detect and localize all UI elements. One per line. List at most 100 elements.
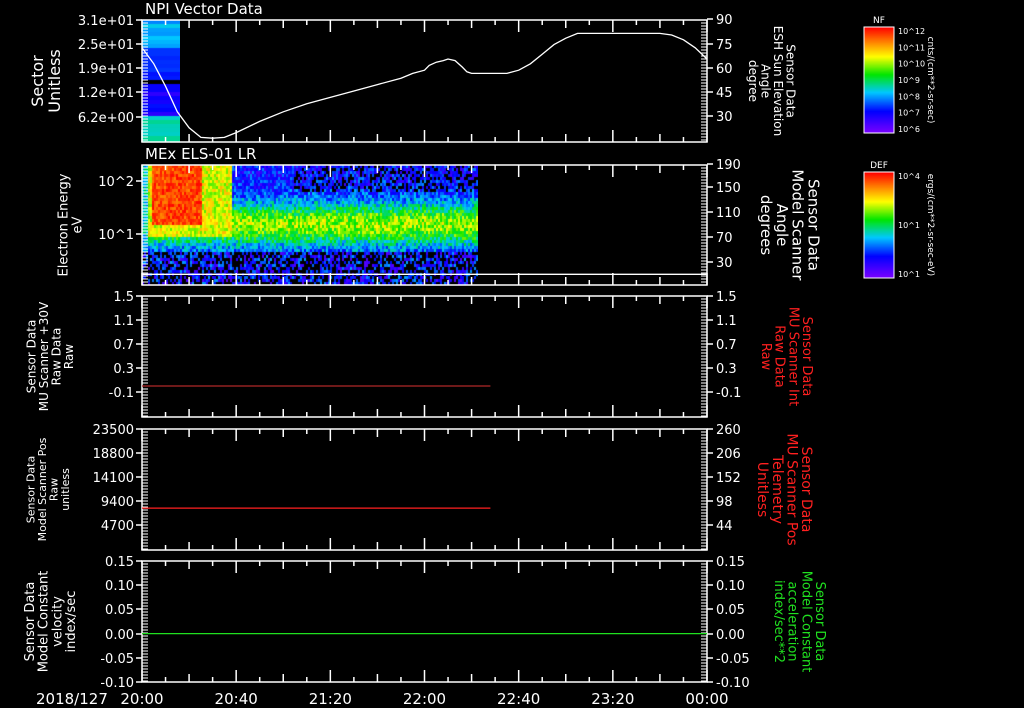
left-tick-label: 23500 <box>93 423 134 438</box>
left-axis-label-line: Model Scanner Pos <box>36 437 49 541</box>
left-axis-label-line: Raw Data <box>50 328 64 386</box>
left-axis-label-line: Sensor Data <box>23 582 38 662</box>
panel-frame <box>141 428 708 551</box>
left-axis-label-line: Unitless <box>45 49 64 113</box>
left-tick-label: 1.9e+01 <box>78 62 134 77</box>
left-axis-label-line: MU Scanner +30V <box>37 301 51 411</box>
x-tick-label: 20:00 <box>120 690 163 708</box>
colorbar-tick-label: 10^4 <box>898 172 920 181</box>
left-tick-label: 3.1e+01 <box>78 14 134 29</box>
colorbar-tick-label: 10^1 <box>898 221 920 230</box>
colorbar-tick-label: 10^12 <box>898 27 925 36</box>
right-axis-label-line: Sensor Data <box>784 44 798 118</box>
right-tick-label: 1.1 <box>716 314 737 329</box>
left-tick-label: 10^1 <box>98 228 134 243</box>
right-tick-label: 0.00 <box>716 628 745 643</box>
x-tick-label: 21:20 <box>309 690 352 708</box>
right-axis-label-line: MU Scanner Pos <box>783 433 799 545</box>
left-axis-label-line: Raw <box>48 478 61 501</box>
right-tick-label: 0.05 <box>716 603 745 618</box>
left-tick-label: 10^2 <box>98 175 134 190</box>
left-tick-label: -0.05 <box>100 652 134 667</box>
left-axis-label: Electron EnergyeV <box>57 173 86 276</box>
left-axis-label-line: Sensor Data <box>25 456 38 523</box>
left-tick-label: 0.15 <box>105 555 134 570</box>
colorbar-tick-label: 10^7 <box>898 109 920 118</box>
x-tick-label: 20:40 <box>215 690 258 708</box>
colorbar-frame <box>863 171 895 279</box>
left-tick-label: 9400 <box>101 495 134 510</box>
panel-3: 1.5 1.1 0.7 0.3 -0.1 1.5 1.1 0.7 0.3 -0.1 Sensor D… <box>24 290 814 418</box>
left-tick-label: 18800 <box>93 447 134 462</box>
colorbar-label: DEF <box>870 161 888 171</box>
left-tick-label: 6.2e+00 <box>78 111 134 126</box>
left-axis-label-line: Model Constant <box>37 571 52 673</box>
right-tick-label: -0.05 <box>716 652 750 667</box>
right-axis-label-line: Sensor Data <box>798 447 814 533</box>
left-tick-label: 4700 <box>101 519 134 534</box>
left-axis-label-line: Electron Energy <box>57 173 72 276</box>
right-tick-label: 75 <box>716 38 733 53</box>
left-axis-label: SectorUnitless <box>28 49 64 113</box>
left-tick-label: 2.5e+01 <box>78 38 134 53</box>
left-axis-label: Sensor DataMU Scanner +30VRaw DataRaw <box>24 301 76 411</box>
left-axis-label-line: index/sec <box>64 591 79 653</box>
right-tick-label: 0.10 <box>716 579 745 594</box>
panel-1: 3.1e+01 2.5e+01 1.9e+01 1.2e+01 6.2e+00 90 75 6… <box>28 0 798 143</box>
left-axis-label-line: Sector <box>28 55 47 107</box>
right-axis-label-line: degree <box>746 60 760 102</box>
right-tick-label: 0.3 <box>716 362 737 377</box>
right-tick-label: 30 <box>716 256 733 271</box>
right-axis-label-line: index/sec**2 <box>771 580 786 663</box>
right-axis-label: Sensor DataESH Sun ElevationAngledegree <box>746 26 798 136</box>
right-axis-label-line: Angle <box>759 64 773 98</box>
left-axis-label-line: velocity <box>50 596 65 647</box>
els-spectrogram <box>142 165 478 285</box>
left-tick-label: 0.7 <box>113 338 134 353</box>
colorbar-tick-label: 10^8 <box>898 92 920 101</box>
colorbar-tick-label: 10^1 <box>898 270 920 279</box>
right-tick-label: 45 <box>716 86 733 101</box>
right-axis-label: Sensor DataMU Scanner IntRaw DataRaw <box>758 307 814 406</box>
colorbar-label: NF <box>873 16 885 26</box>
colorbar-tick-label: 10^9 <box>898 76 920 85</box>
right-tick-label: -0.10 <box>716 676 750 691</box>
right-axis-label-line: Sensor Data <box>804 179 822 271</box>
right-axis-label-line: Angle <box>773 204 791 247</box>
panel-frame <box>141 560 708 683</box>
left-tick-label: 0.00 <box>105 628 134 643</box>
left-axis-label: Sensor DataModel Scanner PosRawunitless <box>25 437 73 541</box>
right-axis-label-line: Model Scanner <box>789 169 807 281</box>
left-tick-label: 14100 <box>93 471 134 486</box>
colorbar-tick-label: 10^11 <box>898 43 925 52</box>
right-axis-label: Sensor DataModel Constantaccelerationind… <box>771 571 827 673</box>
colorbar-tick-label: 10^10 <box>898 60 925 69</box>
right-tick-label: 190 <box>716 158 741 173</box>
right-axis-label-line: Telemetry <box>769 454 785 524</box>
right-tick-label: 206 <box>716 447 741 462</box>
left-tick-label: 1.2e+01 <box>78 86 134 101</box>
right-tick-label: 110 <box>716 206 741 221</box>
left-tick-label: 0.3 <box>113 362 134 377</box>
x-tick-label: 22:40 <box>497 690 540 708</box>
right-axis-label-line: Raw <box>758 343 773 371</box>
panel-title: NPI Vector Data <box>145 0 263 18</box>
right-tick-label: 0.7 <box>716 338 737 353</box>
right-tick-label: 260 <box>716 423 741 438</box>
right-axis-label-line: acceleration <box>785 581 800 661</box>
colorbar-frame <box>863 26 895 134</box>
colorbar-units: ergs/(cm**2-sr-sec-eV) <box>925 174 935 276</box>
right-tick-label: 60 <box>716 62 733 77</box>
date-label: 2018/127 <box>36 690 108 708</box>
left-tick-label: 0.10 <box>105 579 134 594</box>
right-tick-label: 90 <box>716 13 733 28</box>
left-tick-label: 1.5 <box>113 290 134 305</box>
right-axis-label-line: Model Constant <box>798 571 813 673</box>
right-axis-label-line: Sensor Data <box>812 582 827 662</box>
left-tick-label: -0.1 <box>109 386 134 401</box>
left-tick-label: -0.10 <box>100 676 134 691</box>
npi-spectrogram <box>142 20 180 142</box>
right-axis-label-line: Sensor Data <box>799 317 814 397</box>
left-axis-label-line: Sensor Data <box>24 320 38 394</box>
